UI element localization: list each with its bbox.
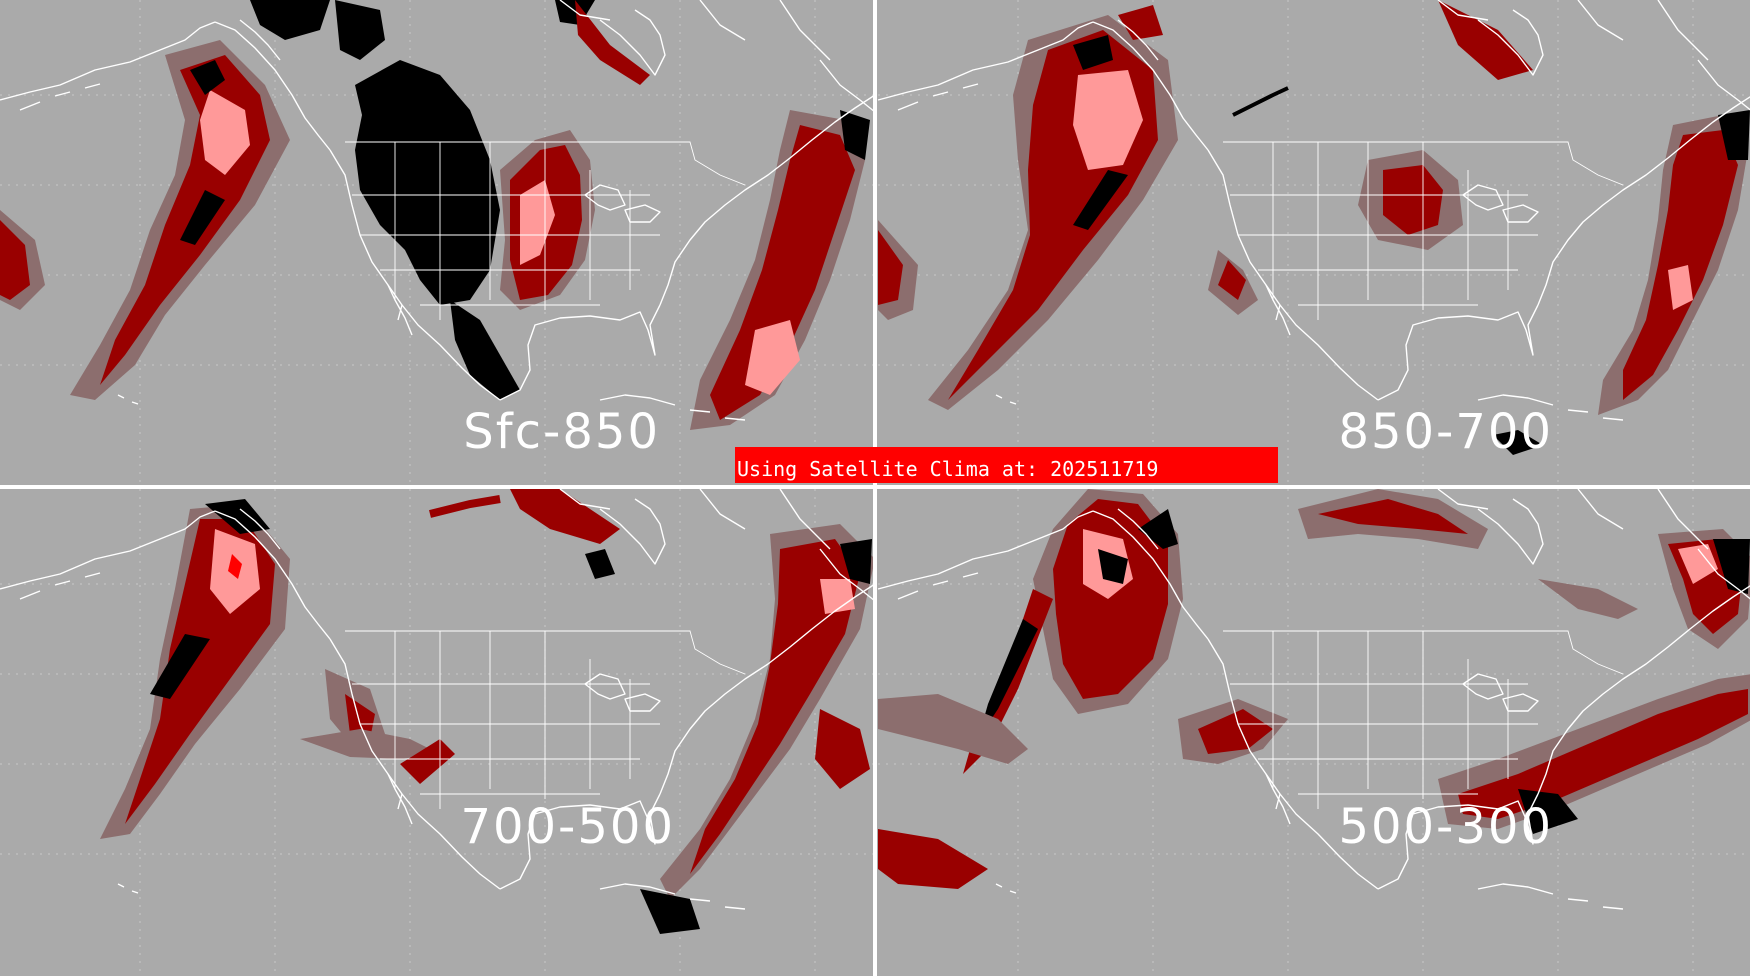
panel-label-700-500: 700-500: [460, 799, 675, 855]
panel-label-850-700: 850-700: [1338, 404, 1553, 460]
panel-850-700: 850-700: [877, 0, 1750, 488]
moisture-plume: [100, 489, 875, 934]
moisture-plume: [690, 110, 870, 430]
saturated-region: [250, 0, 595, 400]
banner-text: Using Satellite Clima at: 202511719: [737, 457, 1158, 481]
horizontal-divider: [0, 485, 1750, 489]
moisture-plume: [0, 40, 290, 400]
banner-background: [735, 447, 1278, 483]
moisture-plume: [878, 0, 1750, 455]
moisture-plume: [878, 489, 1750, 889]
panel-500-300: 500-300: [877, 488, 1750, 976]
moisture-plume: [500, 0, 650, 310]
panel-label-sfc-850: Sfc-850: [463, 404, 660, 460]
panel-700-500: 700-500: [0, 488, 876, 976]
panel-label-500-300: 500-300: [1338, 799, 1553, 855]
panel-sfc-850: Sfc-850: [0, 0, 876, 488]
